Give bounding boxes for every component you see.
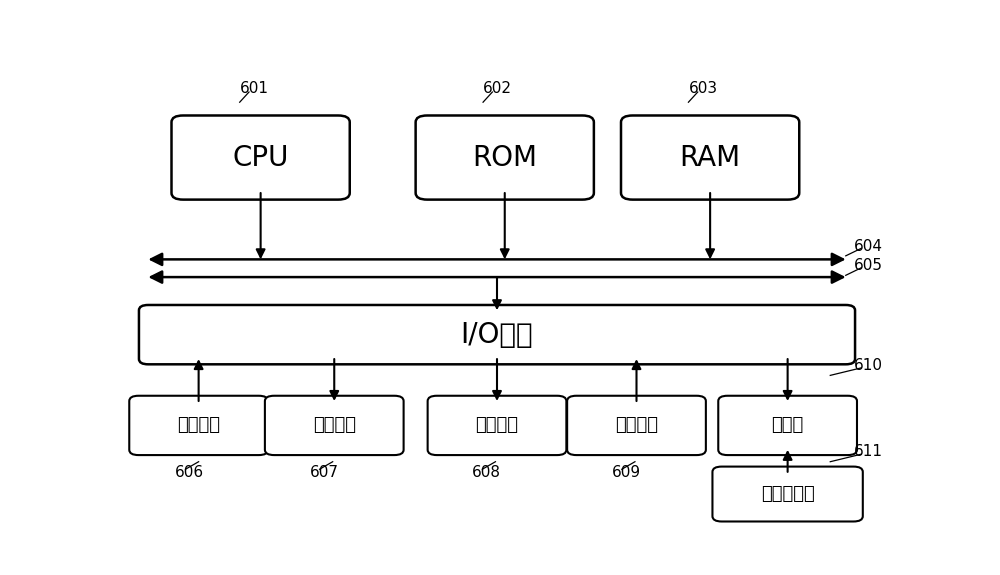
Text: 603: 603: [688, 82, 718, 97]
FancyBboxPatch shape: [718, 396, 857, 455]
Text: 610: 610: [854, 358, 883, 373]
FancyBboxPatch shape: [265, 396, 404, 455]
Text: I/O接口: I/O接口: [461, 321, 533, 348]
FancyBboxPatch shape: [172, 116, 350, 200]
Text: 602: 602: [483, 82, 512, 97]
Text: 609: 609: [612, 465, 641, 480]
FancyBboxPatch shape: [428, 396, 566, 455]
FancyBboxPatch shape: [621, 116, 799, 200]
Text: 输出部分: 输出部分: [313, 416, 356, 435]
Text: ROM: ROM: [472, 144, 537, 171]
Text: 607: 607: [309, 465, 338, 480]
FancyBboxPatch shape: [139, 305, 855, 365]
Text: RAM: RAM: [680, 144, 741, 171]
FancyBboxPatch shape: [129, 396, 268, 455]
FancyBboxPatch shape: [567, 396, 706, 455]
Text: 608: 608: [472, 465, 501, 480]
Text: 可拆卸介质: 可拆卸介质: [761, 485, 814, 503]
Text: 输入部分: 输入部分: [177, 416, 220, 435]
Text: 611: 611: [854, 444, 883, 459]
Text: 605: 605: [854, 258, 883, 273]
Text: 606: 606: [175, 465, 205, 480]
Text: 通信部分: 通信部分: [615, 416, 658, 435]
Text: 604: 604: [854, 239, 883, 254]
Text: 驱动器: 驱动器: [772, 416, 804, 435]
FancyBboxPatch shape: [712, 466, 863, 522]
Text: 存储部分: 存储部分: [476, 416, 518, 435]
Text: 601: 601: [240, 82, 269, 97]
FancyBboxPatch shape: [416, 116, 594, 200]
Text: CPU: CPU: [232, 144, 289, 171]
